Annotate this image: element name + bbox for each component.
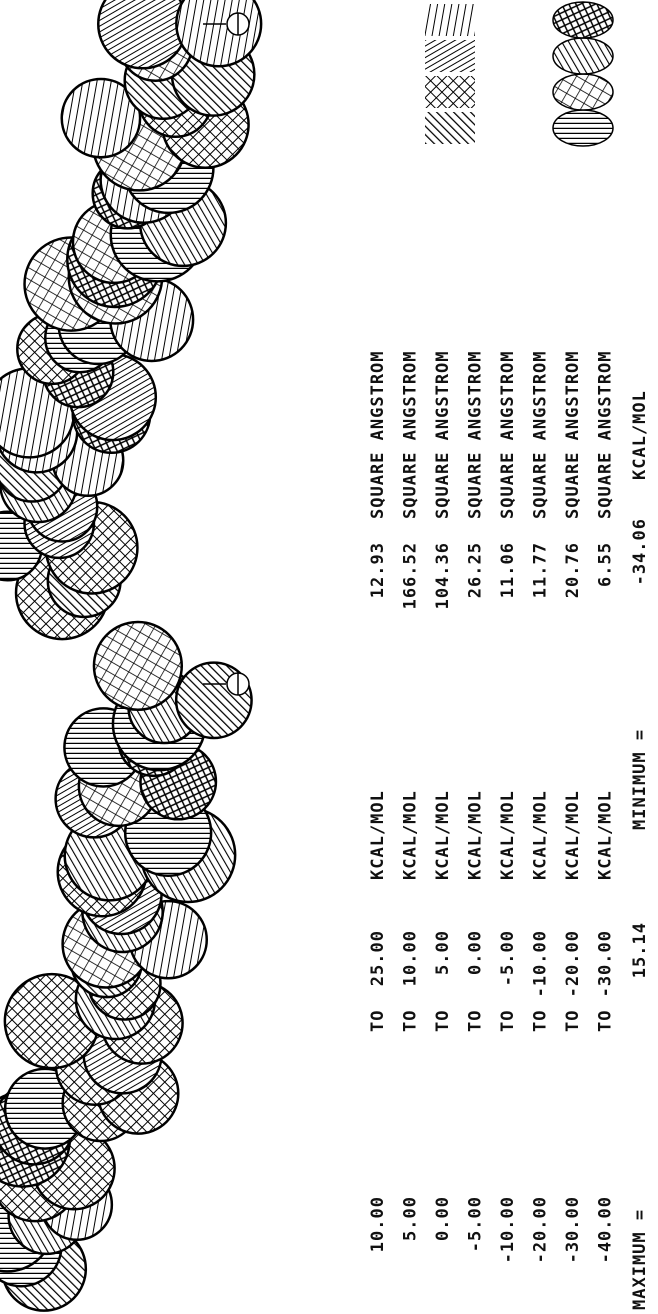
area-value: 26.25: [466, 542, 486, 598]
range-to: -10.00: [531, 930, 551, 997]
pattern-swatch: [553, 74, 613, 110]
energy-unit: KCAL/MOL: [498, 790, 518, 880]
pattern-swatch: [553, 38, 613, 74]
area-unit: SQUARE ANGSTROM: [596, 350, 616, 519]
minimum-value: -34.06: [630, 518, 650, 585]
range-to-label: TO: [498, 1010, 518, 1032]
energy-unit: KCAL/MOL: [563, 790, 583, 880]
range-from: -5.00: [466, 1196, 486, 1252]
pattern-swatch: [553, 2, 613, 38]
energy-unit: KCAL/MOL: [368, 790, 388, 880]
energy-unit: KCAL/MOL: [401, 790, 421, 880]
area-unit: SQUARE ANGSTROM: [498, 350, 518, 519]
range-to-label: TO: [368, 1010, 388, 1032]
area-value: 6.55: [596, 542, 616, 587]
area-unit: SQUARE ANGSTROM: [368, 350, 388, 519]
range-from: -20.00: [531, 1196, 551, 1263]
range-to-label: TO: [596, 1010, 616, 1032]
range-to: -30.00: [596, 930, 616, 997]
area-value: 11.06: [498, 542, 518, 598]
range-from: 0.00: [433, 1196, 453, 1241]
figure: 10.00 TO 25.00 KCAL/MOL 12.93 SQUARE ANGSTROM…: [0, 0, 658, 1314]
energy-unit: KCAL/MOL: [433, 790, 453, 880]
range-from: 10.00: [368, 1196, 388, 1252]
range-to-label: TO: [563, 1010, 583, 1032]
range-to-label: TO: [401, 1010, 421, 1032]
range-from: -40.00: [596, 1196, 616, 1263]
range-to: 5.00: [433, 930, 453, 975]
area-unit: SQUARE ANGSTROM: [563, 350, 583, 519]
range-from: 5.00: [401, 1196, 421, 1241]
maximum-label: MAXIMUM =: [630, 1209, 650, 1310]
pattern-swatch: [425, 4, 475, 36]
maximum-value: 15.14: [630, 922, 650, 978]
energy-unit: KCAL/MOL: [466, 790, 486, 880]
rotated-frame: 10.00 TO 25.00 KCAL/MOL 12.93 SQUARE ANGSTROM…: [0, 0, 650, 1311]
range-to: -5.00: [498, 930, 518, 986]
energy-unit: KCAL/MOL: [596, 790, 616, 880]
area-value: 11.77: [531, 542, 551, 598]
energy-unit: KCAL/MOL: [531, 790, 551, 880]
molecule: [0, 0, 261, 639]
area-value: 20.76: [563, 542, 583, 598]
range-from: -30.00: [563, 1196, 583, 1263]
area-unit: SQUARE ANGSTROM: [466, 350, 486, 519]
area-unit: SQUARE ANGSTROM: [433, 350, 453, 519]
pattern-swatch: [553, 110, 613, 146]
range-to: 0.00: [466, 930, 486, 975]
range-to: 10.00: [401, 930, 421, 986]
pattern-swatch: [425, 76, 475, 108]
range-from: -10.00: [498, 1196, 518, 1263]
pattern-swatch: [425, 112, 475, 144]
range-to: 25.00: [368, 930, 388, 986]
atom-sphere: [94, 622, 182, 710]
area-value: 104.36: [433, 542, 453, 609]
molecule: [0, 622, 252, 1311]
area-value: 166.52: [401, 542, 421, 609]
area-value: 12.93: [368, 542, 388, 598]
extremes-unit: KCAL/MOL: [630, 390, 650, 480]
range-to-label: TO: [466, 1010, 486, 1032]
pattern-swatch: [425, 40, 475, 72]
area-unit: SQUARE ANGSTROM: [531, 350, 551, 519]
range-to: -20.00: [563, 930, 583, 997]
range-to-label: TO: [531, 1010, 551, 1032]
minimum-label: MINIMUM =: [630, 729, 650, 830]
range-to-label: TO: [433, 1010, 453, 1032]
area-unit: SQUARE ANGSTROM: [401, 350, 421, 519]
